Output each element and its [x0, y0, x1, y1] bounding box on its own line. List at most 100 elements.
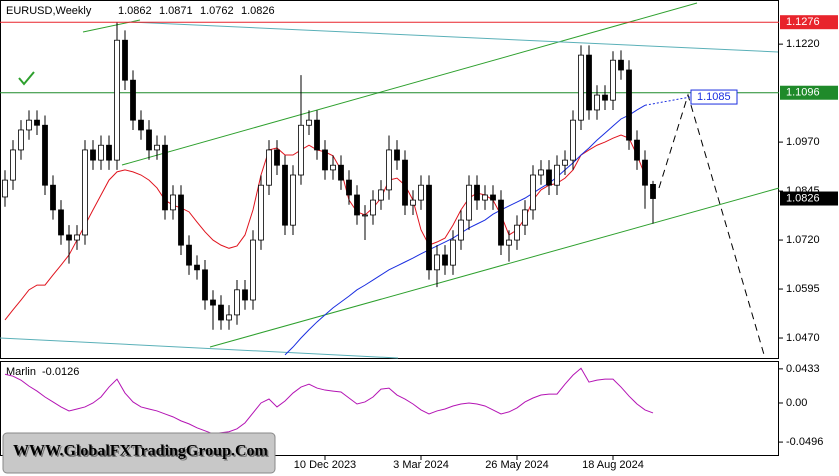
candle-body: [250, 239, 256, 301]
candle-body: [618, 59, 624, 71]
candle-body: [346, 179, 352, 196]
y-tick-label: 0.0433: [786, 363, 820, 375]
candle-body: [322, 149, 328, 171]
candle-body: [650, 184, 656, 199]
y-tick-label: 1.0720: [786, 234, 820, 246]
candle-body: [434, 254, 440, 271]
watermark-box: WWW.GlobalFXTradingGroup.Com WWW.GlobalF…: [2, 432, 276, 474]
candle-body: [562, 159, 568, 166]
candle-body: [498, 199, 504, 246]
level-label-box: [780, 85, 838, 100]
candle-body: [450, 239, 456, 266]
candle-body: [242, 289, 248, 301]
y-tick-label: 0.00: [786, 397, 807, 409]
ohlc-low: 1.0762: [200, 5, 234, 17]
candle-body: [362, 214, 368, 217]
candle-body: [554, 164, 560, 186]
last-price-box: [780, 191, 838, 206]
candle-body: [338, 164, 344, 181]
candle-body: [282, 164, 288, 226]
candle-body: [2, 179, 8, 198]
main-panel-frame: [0, 0, 779, 359]
chart-title: EURUSD,Weekly: [6, 5, 92, 17]
candle-body: [274, 149, 280, 166]
candle-body: [266, 149, 272, 186]
candle-body: [482, 194, 488, 201]
x-tick-label: 10 Dec 2023: [294, 459, 356, 471]
level-label: 1.1276: [786, 16, 820, 28]
candle-body: [442, 254, 448, 266]
candle-body: [18, 129, 24, 151]
candle-body: [202, 269, 208, 301]
candle-body: [162, 144, 168, 211]
candle-body: [106, 144, 112, 161]
candle-body: [122, 39, 128, 81]
candle-body: [370, 199, 376, 216]
candle-body: [154, 144, 160, 151]
y-tick-label: -0.0496: [786, 436, 823, 448]
candle-body: [218, 304, 224, 321]
candle-body: [98, 144, 104, 161]
candle-body: [186, 244, 192, 266]
candle-body: [330, 164, 336, 171]
candle-body: [386, 149, 392, 191]
candle-body: [538, 169, 544, 176]
candle-body: [530, 174, 536, 211]
support-line: [0, 337, 399, 359]
x-tick-label: 18 Aug 2024: [582, 459, 644, 471]
candle-body: [626, 69, 632, 141]
level-label-box: [780, 15, 838, 30]
candle-body: [642, 159, 648, 186]
candle-body: [426, 184, 432, 271]
candle-body: [50, 184, 56, 211]
watermark-frame: [2, 432, 276, 474]
candle-body: [74, 234, 80, 241]
candle-body: [178, 194, 184, 246]
candle-body: [458, 219, 464, 241]
candle-body: [34, 119, 40, 126]
indicator-value: -0.0126: [42, 366, 79, 378]
candle-body: [298, 124, 304, 176]
watermark: WWW.GlobalFXTradingGroup.Com: [13, 443, 269, 460]
candle-body: [170, 194, 176, 211]
check-icon: [18, 71, 35, 86]
candle-body: [290, 174, 296, 226]
candle-body: [26, 119, 32, 131]
level-label: 1.1096: [786, 87, 820, 99]
ohlc-high: 1.0871: [159, 5, 193, 17]
channel-upper-line: [121, 2, 698, 166]
candle-body: [66, 234, 72, 241]
candle-body: [10, 149, 16, 181]
projection-label-box: [690, 89, 738, 105]
indicator-panel-frame: [0, 361, 779, 456]
channel-lower-line: [209, 187, 780, 348]
candle-body: [570, 119, 576, 161]
candle-body: [506, 239, 512, 246]
moving-average: [284, 104, 646, 356]
ohlc-close: 1.0826: [241, 5, 275, 17]
y-tick-label: 1.0470: [786, 332, 820, 344]
candle-body: [418, 184, 424, 201]
candle-body: [306, 119, 312, 126]
forecast-path: [658, 93, 766, 359]
candle-body: [466, 184, 472, 221]
candle-body: [90, 149, 96, 161]
candle-body: [514, 224, 520, 241]
ohlc-open: 1.0862: [118, 5, 152, 17]
candle-body: [258, 184, 264, 241]
candle-body: [138, 119, 144, 131]
candle-body: [58, 209, 64, 236]
y-tick-label: 1.0595: [786, 283, 820, 295]
last-price-label: 1.0826: [786, 192, 820, 204]
indicator-title: Marlin: [6, 366, 36, 378]
candle-body: [114, 39, 120, 161]
ohlc-readout: 1.0862 1.0871 1.0762 1.0826: [118, 5, 275, 17]
candle-body: [522, 209, 528, 226]
candle-body: [354, 194, 360, 216]
candle-body: [234, 289, 240, 316]
candle-body: [394, 149, 400, 161]
candle-body: [226, 314, 232, 321]
resistance-line: [129, 21, 779, 53]
